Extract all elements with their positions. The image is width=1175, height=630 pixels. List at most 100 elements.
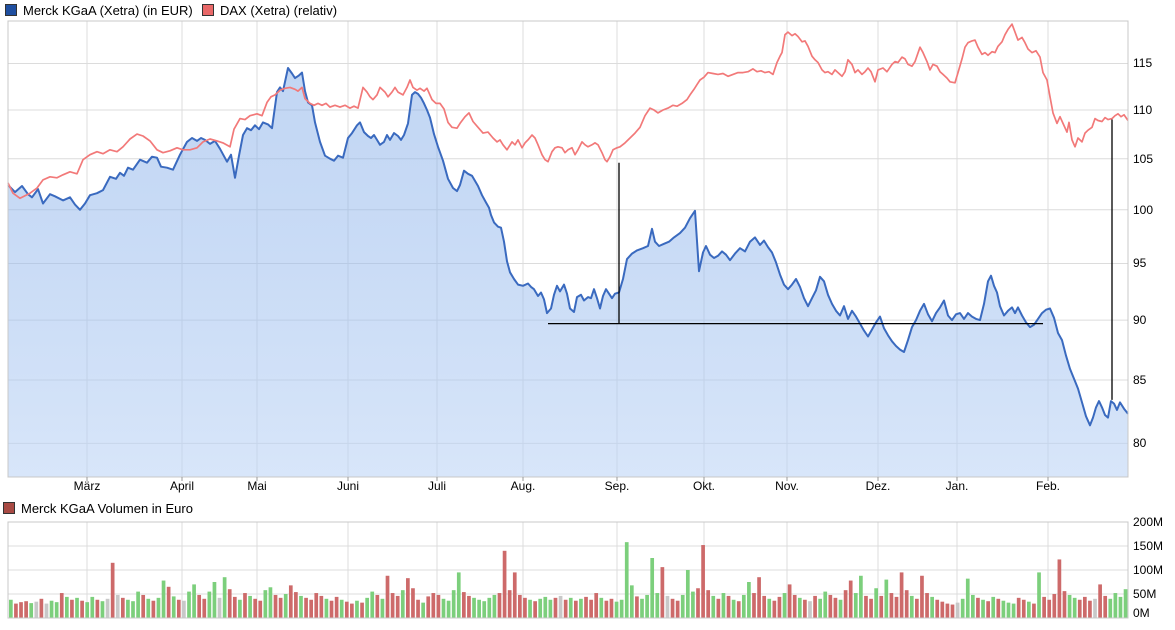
volume-bar [151, 600, 156, 618]
volume-bar [1093, 598, 1097, 618]
volume-bar [75, 597, 79, 618]
volume-bar [487, 597, 492, 618]
volume-bar [706, 590, 711, 618]
volume-bar [726, 595, 731, 618]
volume-bar [243, 593, 247, 618]
volume-series-label: Merck KGaA Volumen in Euro [21, 500, 193, 516]
volume-bar [283, 594, 288, 618]
volume-bar [579, 598, 583, 618]
volume-bar [24, 601, 28, 618]
legend-merck: Merck KGaA (Xetra) (in EUR) [5, 3, 193, 18]
volume-bar [385, 575, 390, 618]
volume-bar [446, 600, 451, 618]
volume-bar [548, 599, 553, 618]
volume-bar [920, 575, 924, 618]
volume-bar [792, 594, 797, 618]
volume-bar [645, 594, 649, 618]
volume-series-swatch [3, 502, 15, 514]
volume-bar [523, 597, 527, 618]
volume-bar [614, 601, 619, 618]
volume-bar [131, 601, 135, 618]
volume-bar [782, 593, 787, 618]
volume-bar [268, 587, 273, 618]
volume-bar [212, 582, 217, 618]
volume-bar [64, 596, 69, 618]
volume-bar [426, 596, 431, 618]
volume-bar [395, 595, 400, 618]
volume-bar [182, 600, 186, 618]
volume-bar [253, 598, 258, 618]
volume-bar [1067, 594, 1072, 618]
volume-bar [838, 599, 843, 618]
volume-bar [238, 599, 242, 618]
volume-bar [299, 595, 303, 618]
volume-bar [976, 597, 980, 618]
volume-bar [1042, 596, 1046, 618]
volume-bar [176, 599, 181, 618]
volume-bar [1001, 600, 1006, 618]
volume-bar [772, 600, 777, 618]
volume-bar [390, 593, 395, 618]
volume-bar [105, 598, 110, 618]
volume-bar [19, 602, 23, 618]
volume-bar [538, 598, 543, 618]
volume-bar [14, 603, 18, 618]
volume-bar [981, 599, 985, 618]
volume-bar [584, 596, 588, 618]
volume-bar [573, 600, 578, 618]
volume-bar [945, 603, 950, 618]
volume-bar [568, 597, 573, 618]
volume-bar [49, 600, 54, 618]
volume-bar [197, 594, 202, 618]
volume-bar [1021, 599, 1026, 618]
volume-bar [1082, 596, 1087, 618]
volume-bar [1123, 589, 1128, 618]
volume-bar [273, 594, 278, 618]
volume-bar [411, 588, 415, 618]
merck-series-swatch [5, 4, 17, 16]
volume-bar [1077, 599, 1082, 618]
volume-bar [889, 593, 894, 618]
volume-bar [711, 595, 716, 618]
volume-bar [915, 598, 919, 618]
volume-bar [563, 599, 568, 618]
volume-bar [355, 600, 359, 618]
volume-bar [207, 591, 212, 618]
volume-bar [935, 599, 940, 618]
volume-bar [1057, 559, 1062, 618]
volume-bar [431, 593, 436, 618]
volume-bar [456, 572, 461, 618]
volume-bar [960, 598, 965, 618]
volume-bar [146, 598, 151, 618]
volume-bar [685, 570, 690, 618]
volume-bar [9, 599, 13, 618]
volume-bar [166, 586, 171, 618]
volume-bar [502, 550, 507, 618]
volume-bar [70, 599, 74, 618]
volume-bar [222, 577, 227, 618]
volume-bar [1027, 601, 1031, 618]
volume-bar [161, 580, 166, 618]
volume-bar [100, 601, 105, 618]
volume-bar [288, 585, 293, 618]
volume-bar [767, 598, 772, 618]
volume-bar [34, 601, 39, 618]
volume-bar [843, 590, 848, 618]
volume-bar [558, 595, 563, 618]
volume-bar [965, 578, 970, 618]
volume-bar [650, 558, 655, 618]
volume-bar [192, 584, 196, 618]
volume-bar [380, 598, 385, 618]
volume-bar [1037, 572, 1041, 618]
volume-bar [859, 575, 863, 618]
volume-bar [115, 594, 120, 618]
volume-bar [110, 562, 115, 618]
volume-bar [324, 598, 329, 618]
volume-bar [864, 595, 868, 618]
volume-bar [675, 600, 680, 618]
volume-bar [294, 592, 298, 618]
volume-bar [1011, 603, 1016, 618]
volume-bar [156, 597, 161, 618]
